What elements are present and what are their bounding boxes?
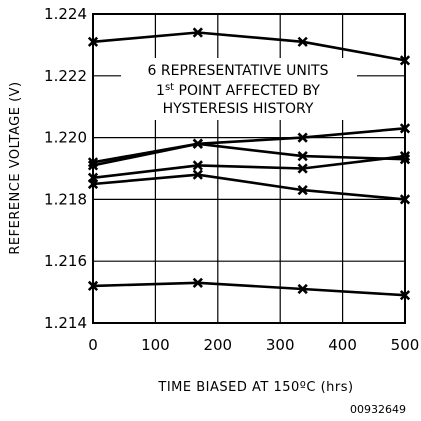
x-tick-label: 500 — [391, 336, 420, 354]
data-point-marker — [192, 160, 203, 171]
series-group — [87, 27, 411, 301]
data-point-marker — [297, 283, 308, 295]
data-point-marker — [192, 138, 203, 149]
data-point-marker — [192, 277, 203, 288]
data-point-marker — [297, 151, 308, 162]
data-point-marker — [87, 160, 99, 171]
x-axis-title: TIME BIASED AT 150ºC (hrs) — [157, 380, 353, 395]
series-3 — [87, 138, 411, 171]
data-point-marker — [399, 123, 411, 134]
y-tick-label: 1.218 — [44, 190, 87, 208]
y-tick-label: 1.224 — [44, 5, 87, 23]
x-tick-label: 300 — [266, 336, 295, 354]
data-point-marker — [399, 55, 411, 66]
data-point-marker — [87, 280, 99, 292]
series-line — [92, 127, 406, 164]
data-point-marker — [399, 290, 411, 301]
figure-id: 00932649 — [350, 403, 406, 416]
data-point-marker — [87, 178, 99, 190]
annotation-line-1: 6 REPRESENTATIVE UNITS — [148, 63, 329, 79]
y-tick-label: 1.222 — [44, 67, 87, 85]
data-point-marker — [399, 151, 411, 162]
series-line — [92, 281, 406, 297]
x-tick-label: 200 — [203, 336, 232, 354]
data-point-marker — [399, 194, 411, 205]
x-tick-label: 0 — [88, 336, 98, 354]
annotation: 6 REPRESENTATIVE UNITS 1st POINT AFFECTE… — [121, 58, 357, 120]
annotation-line-2-suffix: POINT AFFECTED BY — [174, 83, 320, 99]
data-point-marker — [297, 36, 308, 47]
tick-labels: 0 100 200 300 400 500 1.214 1.216 1.218 1.220 1.22… — [44, 5, 419, 354]
series-line — [92, 31, 406, 62]
series-4 — [87, 151, 411, 183]
series-line — [92, 154, 406, 180]
data-point-marker — [297, 132, 308, 143]
annotation-line-2-prefix: 1 — [156, 83, 165, 99]
y-tick-label: 1.220 — [44, 129, 87, 147]
series-5 — [87, 169, 411, 205]
y-tick-label: 1.214 — [44, 314, 87, 332]
series-line — [92, 142, 406, 167]
annotation-line-2-superscript: st — [165, 82, 174, 93]
x-tick-label: 400 — [328, 336, 357, 354]
data-point-marker — [192, 27, 203, 38]
series-6 — [87, 277, 411, 301]
data-point-marker — [87, 36, 99, 47]
data-point-marker — [297, 163, 308, 174]
annotation-line-3: HYSTERESIS HISTORY — [163, 101, 314, 117]
plot-border — [92, 13, 406, 324]
x-tick-label: 100 — [141, 336, 170, 354]
series-line — [92, 173, 406, 201]
data-point-marker — [297, 185, 308, 196]
y-tick-label: 1.216 — [44, 252, 87, 270]
data-point-marker — [192, 169, 203, 180]
annotation-line-2: 1st POINT AFFECTED BY — [156, 82, 320, 100]
series-1 — [87, 27, 411, 66]
plot-frame — [92, 13, 406, 324]
y-axis-title: REFERENCE VOLTAGE (V) — [8, 81, 23, 254]
